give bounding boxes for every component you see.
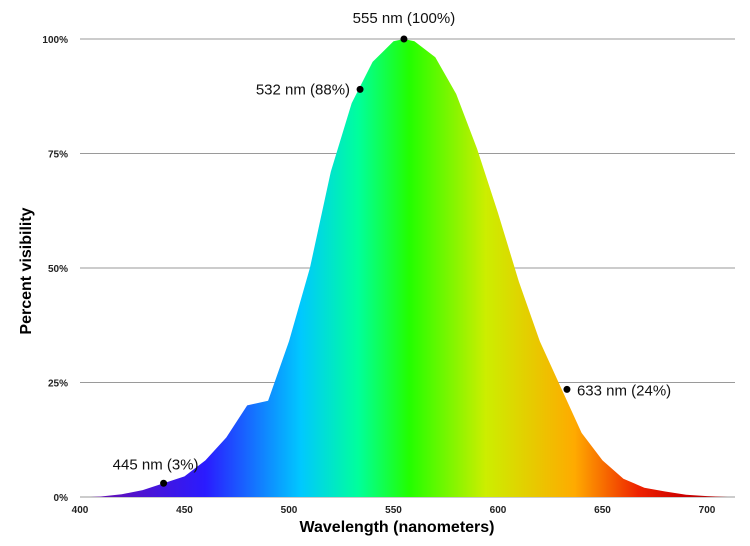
x-tick-label: 450 (176, 505, 193, 516)
annotation-point (563, 385, 571, 393)
annotation-label: 445 nm (3%) (113, 456, 199, 473)
y-tick-label: 75% (48, 150, 68, 161)
x-tick-label: 700 (699, 505, 716, 516)
annotation-label: 555 nm (100%) (353, 10, 456, 27)
x-tick-label: 400 (72, 505, 89, 516)
annotation-point (160, 479, 168, 487)
x-tick-label: 550 (385, 505, 402, 516)
x-axis-title: Wavelength (nanometers) (300, 519, 495, 536)
y-tick-label: 0% (54, 493, 69, 504)
annotation-point (400, 35, 408, 43)
annotations: 445 nm (3%) 532 nm (88%) 555 nm (100%) 633 … (113, 10, 671, 487)
annotation-point (356, 85, 364, 93)
x-tick-label: 600 (490, 505, 507, 516)
y-axis-title: Percent visibility (18, 207, 35, 334)
y-tick-label: 25% (48, 379, 68, 390)
annotation-label: 532 nm (88%) (256, 81, 350, 98)
visibility-curve-area (90, 39, 728, 497)
annotation-label: 633 nm (24%) (577, 382, 671, 399)
x-tick-label: 650 (594, 505, 611, 516)
tick-labels: 400 450 500 550 600 650 700 0% 25% 50% 75% 100% (42, 35, 715, 516)
curve-area (90, 39, 728, 497)
x-tick-label: 500 (281, 505, 298, 516)
y-tick-label: 100% (42, 35, 68, 46)
y-tick-label: 50% (48, 264, 68, 275)
